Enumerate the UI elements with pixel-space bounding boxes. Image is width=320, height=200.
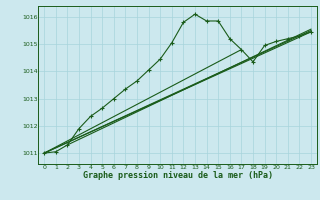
X-axis label: Graphe pression niveau de la mer (hPa): Graphe pression niveau de la mer (hPa) [83,171,273,180]
